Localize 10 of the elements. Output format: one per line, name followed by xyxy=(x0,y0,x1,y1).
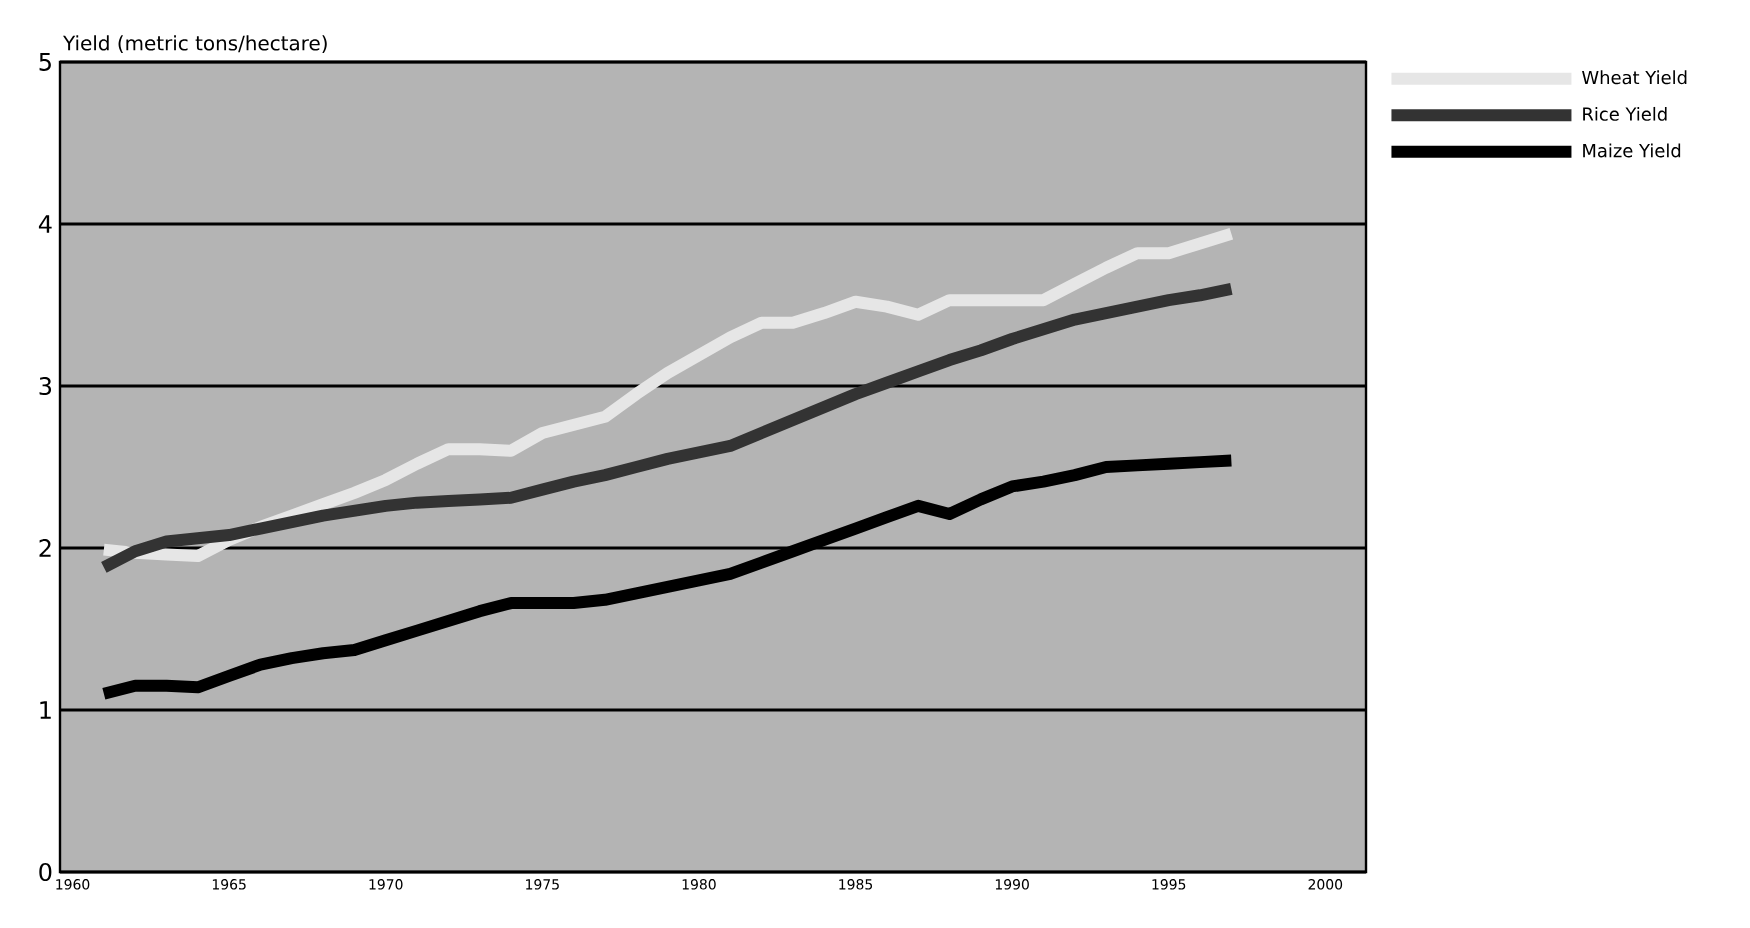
y-tick-label: 1 xyxy=(40,701,51,719)
y-tick-label: 2 xyxy=(39,539,51,557)
y-tick-label: 4 xyxy=(38,215,52,233)
text: Maize Yield xyxy=(1583,143,1681,158)
y-tick-label: 3 xyxy=(39,376,52,396)
text: Wheat Yield xyxy=(1582,70,1687,85)
y-tick-label: 0 xyxy=(39,862,52,882)
text: Rice Yield xyxy=(1583,106,1667,121)
y-axis-title: Yield (metric tons/hectare) xyxy=(63,35,327,53)
y-tick-label: 5 xyxy=(39,53,51,71)
